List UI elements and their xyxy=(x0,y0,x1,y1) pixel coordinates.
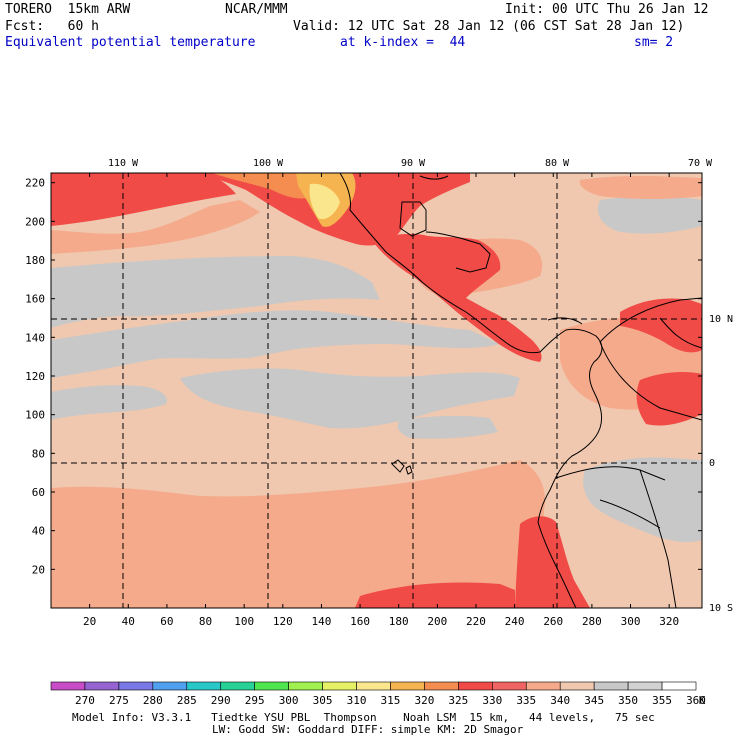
x-grid-index-label: 260 xyxy=(543,615,563,628)
color-bar-label: 275 xyxy=(109,694,129,707)
color-bar-label: 320 xyxy=(414,694,434,707)
x-grid-index-label: 300 xyxy=(621,615,641,628)
color-bar-swatch xyxy=(356,681,391,691)
color-bar-label: 295 xyxy=(245,694,265,707)
color-bar-label: 325 xyxy=(448,694,468,707)
lat-lon-grid xyxy=(51,173,702,608)
level-label: at k-index = 44 xyxy=(340,35,466,50)
x-tick-marks xyxy=(89,173,670,608)
y-grid-index-label: 140 xyxy=(25,331,45,344)
x-grid-index-label: 320 xyxy=(659,615,679,628)
color-bar-label: 345 xyxy=(584,694,604,707)
color-bar-label: 335 xyxy=(516,694,536,707)
init-time: Init: 00 UTC Thu 26 Jan 12 xyxy=(505,2,709,17)
x-grid-index-label: 40 xyxy=(122,615,135,628)
color-bar-swatch xyxy=(559,681,595,691)
y-grid-index-label: 200 xyxy=(25,215,45,228)
field-name: Equivalent potential temperature xyxy=(5,35,256,50)
y-tick-marks xyxy=(51,182,702,570)
model-info: Model Info: V3.3.1 Tiedtke YSU PBL Thomp… xyxy=(72,711,655,724)
color-bar-label: 270 xyxy=(75,694,95,707)
color-bar-label: 315 xyxy=(381,694,401,707)
longitude-labels: 110 W 100 W 90 W 80 W 70 W xyxy=(108,158,713,169)
color-bar-swatches xyxy=(50,681,697,691)
lat-label: 10 S xyxy=(709,603,733,614)
color-bar-swatch xyxy=(593,681,629,691)
y-grid-index-label: 20 xyxy=(32,563,45,576)
x-grid-index-label: 220 xyxy=(466,615,486,628)
x-grid-index-label: 240 xyxy=(505,615,525,628)
color-bar-label: 305 xyxy=(313,694,333,707)
model-physics: LW: Godd SW: Goddard DIFF: simple KM: 2D… xyxy=(212,723,524,736)
y-grid-index-labels: 20 40 60 80 100 120 140 160 180 200 220 xyxy=(25,177,45,577)
x-grid-index-label: 100 xyxy=(234,615,254,628)
map-frame xyxy=(50,172,703,609)
y-grid-index-label: 160 xyxy=(25,293,45,306)
x-grid-index-label: 120 xyxy=(273,615,293,628)
forecast-hour: Fcst: 60 h xyxy=(5,19,99,34)
color-bar-swatch xyxy=(390,681,425,691)
color-bar-label: 310 xyxy=(347,694,367,707)
color-bar-swatch xyxy=(84,681,120,691)
color-bar-label: 330 xyxy=(482,694,502,707)
color-bar-swatch xyxy=(492,681,527,691)
coastlines xyxy=(339,173,702,608)
color-bar-swatch xyxy=(661,681,697,691)
x-grid-index-label: 60 xyxy=(160,615,173,628)
map-field xyxy=(51,173,702,608)
lon-label: 80 W xyxy=(545,158,570,169)
color-bar-swatch xyxy=(220,681,255,691)
color-bar-label: 350 xyxy=(618,694,638,707)
color-bar-unit: K xyxy=(699,694,706,707)
color-bar-label: 300 xyxy=(279,694,299,707)
color-bar-label: 280 xyxy=(143,694,163,707)
color-bar-swatch xyxy=(152,681,188,691)
model-name: TORERO 15km ARW xyxy=(5,2,131,17)
x-grid-index-label: 140 xyxy=(312,615,332,628)
x-grid-index-label: 180 xyxy=(389,615,409,628)
latitude-labels: 10 N 0 10 S xyxy=(709,314,733,614)
color-bar-swatch xyxy=(254,681,289,691)
y-grid-index-label: 40 xyxy=(32,525,45,538)
theta-e-map: 110 W 100 W 90 W 80 W 70 W 10 N 0 10 S 2… xyxy=(25,158,733,628)
color-bar-label: 355 xyxy=(652,694,672,707)
y-grid-index-label: 80 xyxy=(32,447,45,460)
x-grid-index-label: 160 xyxy=(350,615,370,628)
color-bar-swatch xyxy=(288,681,323,691)
organization: NCAR/MMM xyxy=(225,2,288,17)
color-bar-swatch xyxy=(525,681,561,691)
y-grid-index-label: 100 xyxy=(25,409,45,422)
color-bar-labels: 270 275 280 285 290 295 300 305 310 315 320 325 330 3… xyxy=(75,694,706,707)
color-bar-swatch xyxy=(627,681,663,691)
color-bar-label: 340 xyxy=(550,694,570,707)
lat-label: 10 N xyxy=(709,314,733,325)
color-bar-swatch xyxy=(186,681,222,691)
lon-label: 110 W xyxy=(108,158,139,169)
y-grid-index-label: 220 xyxy=(25,177,45,190)
x-grid-index-labels: 20 40 60 80 100 120 140 160 180 200 220 240 260 280 30… xyxy=(83,615,679,628)
color-bar-label: 360 xyxy=(686,694,706,707)
color-bar: 270 275 280 285 290 295 300 305 310 315 320 325 330 3… xyxy=(50,681,706,707)
color-bar-label: 285 xyxy=(177,694,197,707)
color-bar-swatch xyxy=(458,681,493,691)
x-grid-index-label: 280 xyxy=(582,615,602,628)
smoothing-label: sm= 2 xyxy=(634,35,674,50)
color-bar-swatch xyxy=(118,681,154,691)
lon-label: 70 W xyxy=(688,158,713,169)
y-grid-index-label: 180 xyxy=(25,254,45,267)
y-grid-index-label: 60 xyxy=(32,486,45,499)
lat-label: 0 xyxy=(709,458,715,469)
color-bar-swatch xyxy=(424,681,459,691)
x-grid-index-label: 80 xyxy=(199,615,212,628)
color-bar-swatch xyxy=(322,681,357,691)
x-grid-index-label: 200 xyxy=(427,615,447,628)
lon-label: 90 W xyxy=(401,158,426,169)
valid-time: Valid: 12 UTC Sat 28 Jan 12 (06 CST Sat … xyxy=(293,19,685,34)
color-bar-label: 290 xyxy=(211,694,231,707)
y-grid-index-label: 120 xyxy=(25,370,45,383)
x-grid-index-label: 20 xyxy=(83,615,96,628)
color-bar-swatch xyxy=(50,681,86,691)
lon-label: 100 W xyxy=(253,158,284,169)
